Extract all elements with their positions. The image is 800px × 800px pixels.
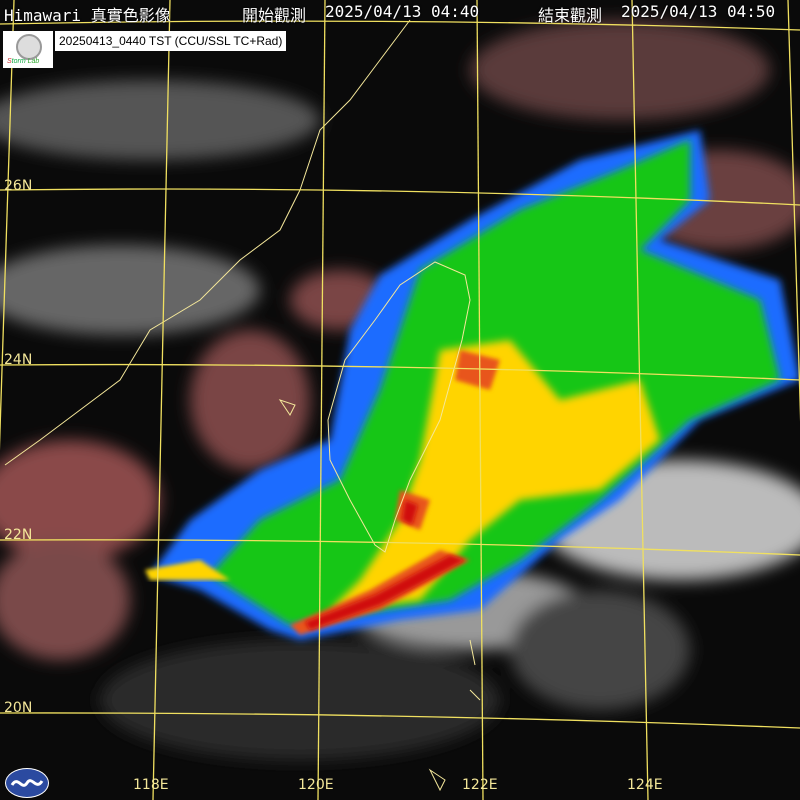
parallel-24n [0,363,800,381]
lon-label-120e: 120E [298,777,334,793]
lon-label-122e: 122E [462,777,498,793]
meridian-120e [317,0,326,800]
end-label: 結束觀測 [538,6,603,25]
header-title: Himawari 真實色影像 [4,6,171,25]
china-coastline [4,19,411,466]
start-time: 2025/04/13 04:40 [325,2,480,21]
cwa-logo [5,768,49,798]
parallel-28n [0,20,800,31]
lat-label-22n: 22N [4,527,33,543]
meridian-118e [152,0,171,800]
severe-storm-lab-logo: Storm Lab [3,31,53,68]
parallel-20n [0,712,800,729]
lat-label-20n: 20N [4,700,33,716]
meridian-122e [476,0,484,800]
meridian-126e [787,0,800,422]
lat-label-24n: 24N [4,352,33,368]
lat-label-26n: 26N [4,178,33,194]
parallel-22n [0,539,800,556]
coastline-layer [4,19,481,792]
meridian-116e [0,0,15,451]
taiwan-coastline [327,261,471,553]
lon-label-124e: 124E [627,777,663,793]
lon-label-118e: 118E [133,777,169,793]
parallel-26n [0,188,800,206]
meridian-124e [631,0,649,800]
timestamp-stamp: 20250413_0440 TST (CCU/SSL TC+Rad) [55,31,287,51]
start-label: 開始觀測 [242,6,307,25]
end-time: 2025/04/13 04:50 [621,2,776,21]
